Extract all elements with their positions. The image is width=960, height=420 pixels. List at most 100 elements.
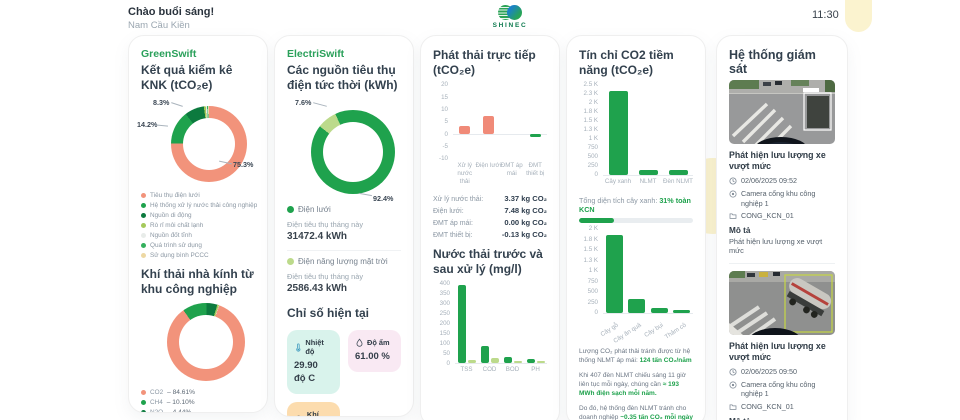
y-tick-label: 400 bbox=[439, 279, 450, 287]
solar-caption: Điện tiêu thụ tháng này bbox=[287, 271, 364, 281]
camera-snapshot[interactable] bbox=[729, 80, 835, 144]
legend-item-solar: Điện năng lượng mặt trời bbox=[287, 257, 401, 266]
note: Do đó, hệ thống đèn NLMT tránh cho doanh… bbox=[579, 404, 693, 420]
green-area-line: Tổng diện tích cây xanh: 31% toàn KCN bbox=[579, 196, 693, 214]
wastewater-chart: 400 350 300 250 200 150 100 50 0 TSS COD BOD PH bbox=[433, 279, 547, 377]
legend-label: Nguồn di động bbox=[150, 211, 192, 219]
chart-categories: Cây gỗ Cây ăn quả Cây bụi Thảm cỏ bbox=[579, 313, 693, 344]
donut-callout: 92.4% bbox=[373, 193, 394, 203]
camera-event-card[interactable]: Phát hiện lưu lượng xe vượt mức 02/06/202… bbox=[729, 80, 835, 255]
legend-item: Nguồn đốt tĩnh bbox=[141, 232, 255, 239]
event-desc-label: Mô tả bbox=[729, 417, 835, 420]
chart-categories: TSS COD BOD PH bbox=[433, 363, 547, 377]
legend-item: CH4– 10.10% bbox=[141, 399, 255, 406]
header-greeting-block: Chào buổi sáng! Nam Cầu Kiền bbox=[128, 6, 214, 31]
droplet-icon bbox=[356, 338, 363, 347]
legend-dot bbox=[141, 202, 146, 208]
x-category-label: Điện lưới bbox=[475, 161, 501, 169]
legend-dot bbox=[287, 205, 294, 213]
clock-icon bbox=[729, 368, 737, 376]
camera-snapshot[interactable] bbox=[729, 270, 835, 335]
emission-value-row: Xử lý nước thải: 3.37 kg CO₂ bbox=[433, 194, 547, 203]
bar bbox=[526, 359, 535, 364]
emission-value-row: ĐMT thiết bị: -0.13 kg CO₂ bbox=[433, 230, 547, 239]
y-tick-label: 250 bbox=[587, 298, 598, 306]
bar bbox=[628, 299, 646, 313]
knk-legend: Tiêu thụ điện lưới Hệ thống xử lý nước th… bbox=[141, 192, 257, 259]
bar bbox=[605, 235, 623, 313]
y-tick-label: 1.8 K bbox=[583, 108, 598, 116]
event-camera-text: Camera cổng khu công nghiệp 1 bbox=[741, 379, 816, 399]
y-tick-label: 2.5 K bbox=[583, 81, 598, 89]
event-desc: Phát hiện lưu lượng xe vượt mức bbox=[729, 236, 823, 255]
legend-dot bbox=[141, 232, 146, 238]
location-icon bbox=[729, 190, 737, 198]
y-tick-label: 750 bbox=[587, 144, 598, 152]
note-highlight: ~0.35 tấn CO₂ mỗi ngày bbox=[620, 414, 694, 420]
y-tick-label: 0 bbox=[594, 309, 598, 317]
decor-blob-top-right bbox=[845, 0, 872, 32]
event-time-text: 02/06/2025 09:50 bbox=[741, 367, 797, 377]
x-category-label: PH bbox=[531, 366, 540, 374]
sensor-value-line: 29.90 bbox=[294, 360, 318, 372]
y-tick-label: 1.5 K bbox=[583, 246, 598, 254]
y-tick-label: 10 bbox=[441, 105, 448, 113]
donut-callout: 8.3% bbox=[153, 97, 170, 107]
electric-title: Các nguồn tiêu thụ điện tức thời (kWh) bbox=[287, 63, 398, 93]
bar bbox=[503, 356, 512, 364]
legend-item: Hệ thống xử lý nước thải công nghiệp bbox=[141, 202, 257, 209]
legend-label: Sử dụng bình PCCC bbox=[150, 251, 209, 259]
emission-value: 7.48 kg CO₂ bbox=[504, 205, 547, 215]
y-tick-label: -10 bbox=[439, 155, 448, 163]
sensor-card-thermometer: Nhiệt độ 29.90 độ C bbox=[287, 330, 340, 394]
event-camera: Camera cổng khu công nghiệp 1 bbox=[729, 380, 835, 399]
legend-label: CO2 bbox=[150, 389, 164, 397]
progress-fill bbox=[579, 217, 615, 223]
location-icon bbox=[729, 381, 737, 389]
bar bbox=[638, 170, 658, 175]
sensor-card-droplet: Độ ẩm 61.00 % bbox=[348, 330, 401, 372]
app-name-electriswift: ElectriSwift bbox=[287, 48, 345, 60]
note-text: Khi 407 đèn NLMT chiếu sáng 11 giờ liên … bbox=[579, 371, 687, 388]
legend-item: Rò rỉ môi chất lạnh bbox=[141, 222, 255, 229]
legend-label: CH4 bbox=[150, 399, 163, 407]
note-text: Lượng CO₂ phát thải tránh được từ hệ thố… bbox=[579, 347, 691, 365]
electric-donut-chart: 7.6% 92.4% bbox=[287, 97, 401, 203]
y-tick-label: 1.3 K bbox=[583, 126, 598, 134]
legend-label: Điện lưới bbox=[298, 204, 331, 214]
event-headline: Phát hiện lưu lượng xe vượt mức bbox=[729, 340, 826, 363]
x-category-label: COD bbox=[482, 366, 497, 374]
zero-axis-line bbox=[603, 312, 693, 314]
camera-snapshot-frame bbox=[729, 80, 835, 144]
donut-callout: 7.6% bbox=[295, 97, 312, 107]
green-area-progress bbox=[579, 217, 693, 223]
panel-electriswift: ElectriSwift Các nguồn tiêu thụ điện tức… bbox=[274, 35, 414, 417]
legend-label: N2O bbox=[150, 409, 164, 413]
donut-ring bbox=[171, 105, 247, 182]
bar bbox=[673, 310, 691, 313]
callout-line bbox=[313, 101, 327, 107]
event-headline: Phát hiện lưu lượng xe vượt mức bbox=[729, 150, 826, 172]
bar bbox=[513, 360, 522, 364]
note-text: Do đó, hệ thống đèn NLMT tránh cho doanh… bbox=[579, 404, 687, 420]
callout-line bbox=[171, 101, 183, 107]
y-tick-label: 350 bbox=[439, 289, 450, 297]
legend-value: – 10.10% bbox=[166, 399, 195, 407]
y-tick-label: 250 bbox=[439, 309, 450, 317]
y-tick-label: 20 bbox=[441, 81, 448, 89]
y-tick-label: 2 K bbox=[588, 225, 598, 233]
bar bbox=[482, 115, 494, 135]
camera-event-card[interactable]: Phát hiện lưu lượng xe vượt mức 02/06/202… bbox=[729, 270, 835, 420]
emission-label: Xử lý nước thải: bbox=[433, 195, 484, 203]
note: Lượng CO₂ phát thải tránh được từ hệ thố… bbox=[579, 347, 693, 366]
sensor-value: 61.00 % bbox=[355, 351, 394, 364]
donut-ring bbox=[311, 109, 395, 194]
emission-value: -0.13 kg CO₂ bbox=[501, 229, 547, 239]
legend-item: CO2– 84.61% bbox=[141, 389, 255, 396]
chart-categories: Cây xanh NLMT Đèn NLMT bbox=[579, 175, 693, 188]
sensor-name: Nhiệt độ bbox=[305, 338, 324, 357]
legend-value: – 84.61% bbox=[167, 389, 196, 397]
greeting-text: Chào buổi sáng! bbox=[128, 6, 215, 18]
sensor-label: Độ ẩm bbox=[355, 338, 394, 347]
